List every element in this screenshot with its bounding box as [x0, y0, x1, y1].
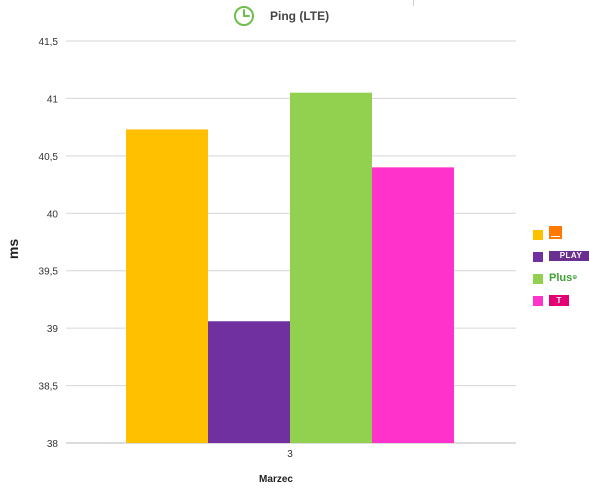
- bar-t-mobile: [372, 167, 454, 444]
- y-tick-label: 39: [47, 324, 59, 335]
- bar-play: [208, 321, 290, 443]
- legend: PLAY Plus⊕ T: [533, 226, 589, 314]
- plus-logo: Plus⊕: [549, 272, 578, 284]
- bars: [126, 92, 454, 444]
- y-axis-title: ms: [5, 239, 21, 259]
- y-tick-label: 39,5: [39, 267, 59, 278]
- legend-swatch: [533, 296, 543, 306]
- y-tick-label: 41,5: [39, 37, 59, 48]
- y-tick-label: 38: [47, 439, 59, 450]
- legend-item-play: PLAY: [533, 248, 589, 270]
- t-mobile-logo: T: [549, 295, 569, 306]
- y-tick-label: 38,5: [39, 382, 59, 393]
- y-axis-ticks: 38 38,5 39 39,5 40 40,5 41 41,5: [39, 37, 59, 450]
- legend-swatch: [533, 274, 543, 284]
- bar-orange: [126, 129, 208, 443]
- y-tick-label: 41: [47, 94, 59, 105]
- legend-swatch: [533, 252, 543, 262]
- orange-logo: [549, 226, 562, 239]
- chart-header: Ping (LTE): [0, 4, 589, 28]
- divider: [413, 0, 414, 6]
- bar-plus: [290, 92, 372, 443]
- y-tick-label: 40,5: [39, 152, 59, 163]
- legend-item-orange: [533, 226, 585, 248]
- x-axis-title: Marzec: [259, 474, 293, 485]
- chart-title: Ping (LTE): [270, 9, 330, 23]
- legend-swatch: [533, 230, 543, 240]
- y-tick-label: 40: [47, 209, 59, 220]
- clock-icon: [234, 6, 254, 26]
- legend-item-plus: Plus⊕: [533, 270, 585, 292]
- legend-item-t-mobile: T: [533, 292, 585, 314]
- x-tick-label: 3: [287, 449, 293, 460]
- play-logo: PLAY: [549, 251, 589, 261]
